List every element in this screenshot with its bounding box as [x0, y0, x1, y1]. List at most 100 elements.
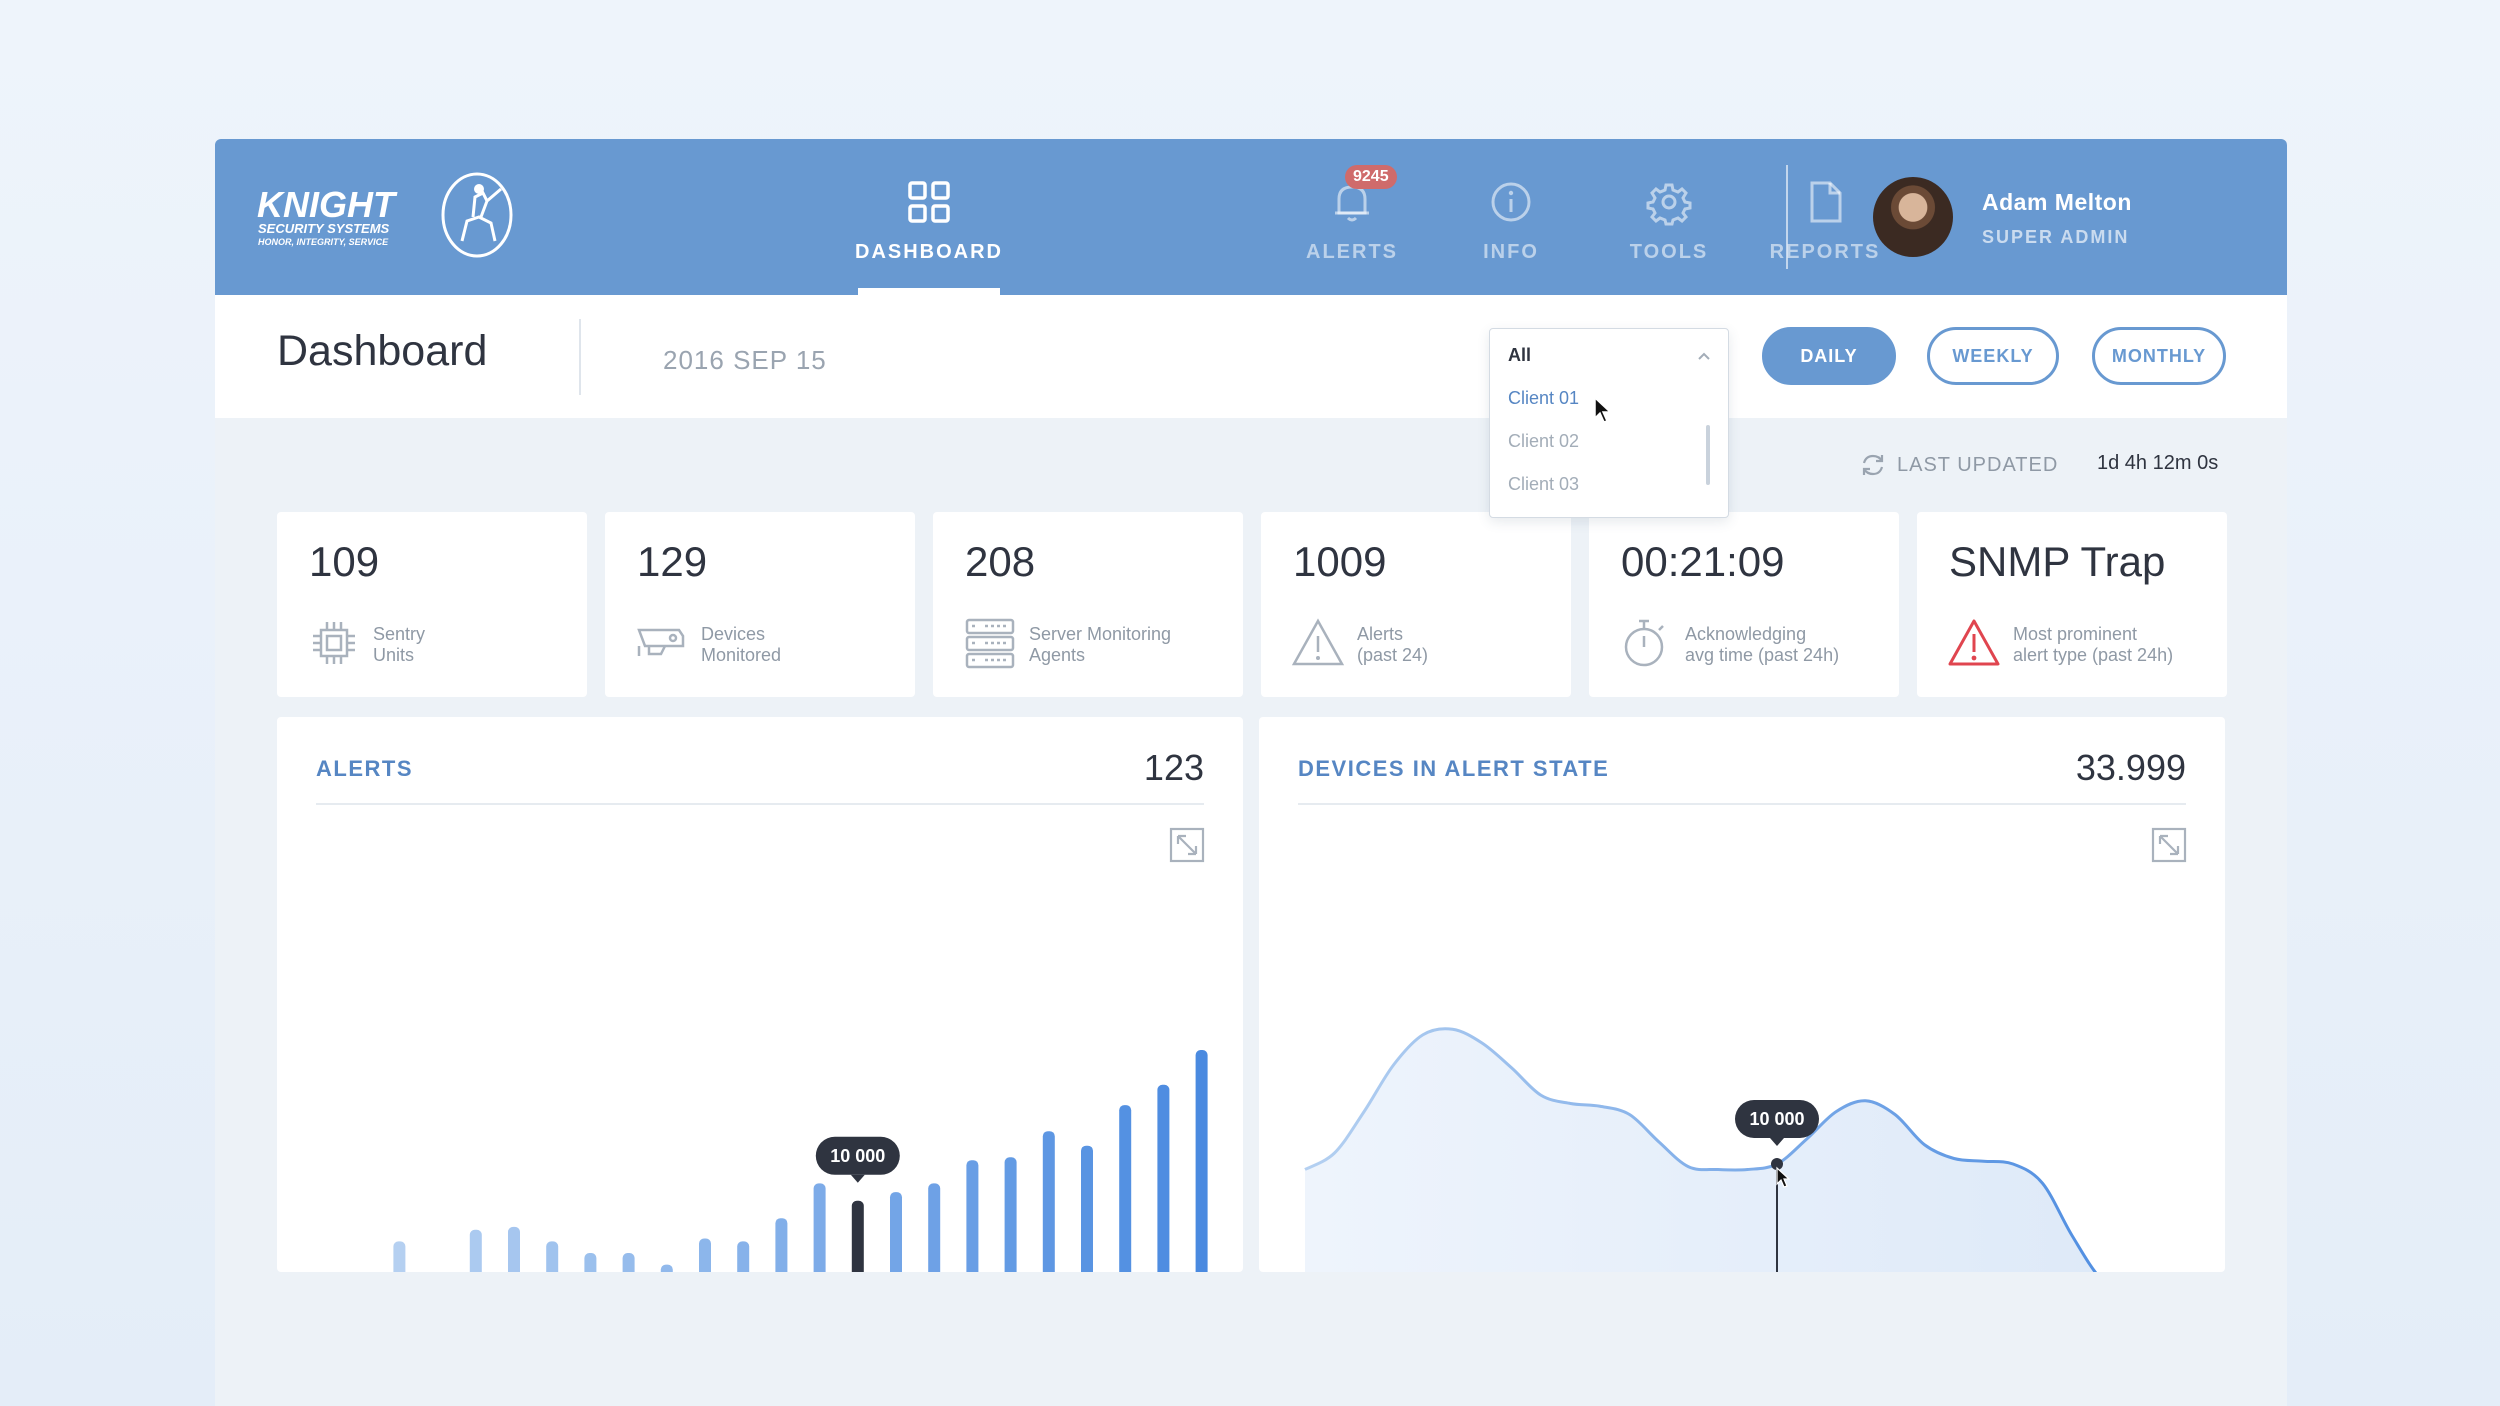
- stat-value: 109: [309, 538, 380, 585]
- chevron-up-icon[interactable]: [1696, 349, 1712, 363]
- panel-divider: [316, 803, 1204, 805]
- alerts-bar-chart[interactable]: 010203040506070809101112PM01020310 00004…: [277, 717, 1243, 1272]
- alert-bar: [1081, 1145, 1093, 1272]
- knight-logo[interactable]: KNIGHT SECURITY SYSTEMS HONOR, INTEGRITY…: [257, 171, 517, 261]
- alert-bar: [813, 1183, 826, 1272]
- client-option-02[interactable]: Client 02: [1508, 431, 1580, 451]
- nav-info-label: INFO: [1483, 241, 1539, 263]
- tooltip-bubble: [1735, 1100, 1819, 1138]
- nav-info[interactable]: INFO: [1461, 139, 1561, 295]
- nav-dashboard[interactable]: DASHBOARD: [855, 139, 1003, 295]
- nav-reports-label: REPORTS: [1769, 241, 1881, 263]
- page-date: 2016 SEP 15: [663, 345, 827, 375]
- alert-bar: [660, 1264, 673, 1272]
- refresh-icon[interactable]: [1857, 449, 1889, 481]
- nav-divider: [1786, 165, 1788, 269]
- alert-bar: [1195, 1050, 1208, 1272]
- warning-icon: [1291, 616, 1345, 670]
- logo-tagline-text: HONOR, INTEGRITY, SERVICE: [258, 237, 389, 247]
- alert-bar: [622, 1253, 635, 1272]
- gear-icon: [1644, 177, 1694, 227]
- highlight-point: [1771, 1158, 1783, 1170]
- alert-bar: [851, 1200, 864, 1272]
- client-dropdown-selected[interactable]: All: [1508, 345, 1532, 365]
- nav-alerts-label: ALERTS: [1306, 241, 1398, 263]
- client-option-01[interactable]: Client 01: [1508, 388, 1580, 408]
- page-title: Dashboard: [277, 327, 488, 375]
- stat-card-server-agents[interactable]: 208 Server Monitoring Agents: [933, 512, 1243, 697]
- last-updated-label: LAST UPDATED: [1897, 453, 2059, 476]
- mouse-cursor-icon: [1776, 1166, 1791, 1188]
- user-role: SUPER ADMIN: [1982, 227, 2130, 247]
- daily-button[interactable]: DAILY: [1762, 327, 1896, 385]
- client-option-03[interactable]: Client 03: [1508, 474, 1580, 494]
- active-tab-indicator: [858, 288, 1000, 295]
- stat-value: 129: [637, 538, 708, 585]
- logo-subtitle-text: SECURITY SYSTEMS: [258, 221, 390, 236]
- stat-label: Server Monitoring Agents: [1029, 624, 1172, 665]
- stat-card-ack-time[interactable]: 00:21:09 Acknowledging avg time (past 24h…: [1589, 512, 1899, 697]
- stat-card-alerts[interactable]: 1009 Alerts (past 24): [1261, 512, 1571, 697]
- nav-dashboard-label: DASHBOARD: [855, 241, 1003, 263]
- user-name[interactable]: Adam Melton: [1982, 189, 2132, 215]
- tooltip-value: 10 000: [1749, 1109, 1804, 1129]
- nav-reports[interactable]: REPORTS: [1765, 139, 1885, 295]
- alert-bar: [546, 1241, 559, 1272]
- alert-bar: [469, 1229, 482, 1272]
- tooltip-pointer: [1770, 1138, 1784, 1146]
- stat-card-alert-type[interactable]: SNMP Trap Most prominent alert type (past…: [1917, 512, 2227, 697]
- alert-bar: [584, 1253, 597, 1272]
- expand-icon[interactable]: [2151, 827, 2187, 863]
- top-navigation-bar: KNIGHT SECURITY SYSTEMS HONOR, INTEGRITY…: [215, 139, 2287, 295]
- stat-value: 208: [965, 538, 1036, 585]
- alert-red-icon: [1947, 616, 2001, 670]
- last-updated: LAST UPDATED: [1857, 449, 2058, 481]
- document-icon: [1800, 177, 1850, 227]
- alerts-chart-panel: ALERTS 123 010203040506070809101112PM010…: [277, 717, 1243, 1272]
- devices-chart-total: 33.999: [2075, 747, 2186, 788]
- grid-icon: [904, 177, 954, 227]
- alert-bar: [928, 1183, 941, 1272]
- nav-tools[interactable]: TOOLS: [1618, 139, 1720, 295]
- stopwatch-icon: [1619, 616, 1673, 670]
- devices-chart-panel: DEVICES IN ALERT STATE 33.999 10 0001234…: [1259, 717, 2225, 1272]
- alert-bar: [1157, 1084, 1170, 1272]
- last-updated-value: 1d 4h 12m 0s: [2097, 452, 2219, 474]
- client-dropdown[interactable]: All Client 01 Client 02 Client 03: [1489, 328, 1729, 518]
- alert-bar: [1042, 1131, 1055, 1272]
- tooltip-pointer: [850, 1174, 865, 1183]
- camera-icon: [635, 616, 689, 670]
- alert-bar: [508, 1226, 520, 1272]
- alert-bar: [393, 1241, 406, 1272]
- bell-icon: 9245: [1327, 165, 1397, 227]
- monthly-button[interactable]: MONTHLY: [2092, 327, 2226, 385]
- expand-icon[interactable]: [1169, 827, 1205, 863]
- alert-bar: [890, 1192, 902, 1272]
- alerts-count-badge: 9245: [1345, 165, 1397, 189]
- alert-bar: [1119, 1105, 1132, 1272]
- nav-tools-label: TOOLS: [1629, 241, 1709, 263]
- header-divider: [579, 319, 581, 395]
- info-icon: [1486, 177, 1536, 227]
- nav-alerts[interactable]: 9245 ALERTS: [1302, 139, 1402, 295]
- area-series-line: [1304, 1027, 2098, 1272]
- stat-label: Most prominent alert type (past 24h): [2013, 624, 2174, 665]
- chip-icon: [307, 616, 361, 670]
- alert-bar: [737, 1241, 750, 1272]
- stat-label: Acknowledging avg time (past 24h): [1685, 624, 1840, 665]
- stat-label: Alerts (past 24): [1357, 624, 1429, 665]
- stat-value: 00:21:09: [1621, 538, 1785, 585]
- server-icon: [963, 616, 1017, 670]
- devices-area-chart[interactable]: 10 0001234567891011121314151617181920212…: [1259, 717, 2225, 1272]
- area-fill: [1305, 1028, 2096, 1272]
- app-window: KNIGHT SECURITY SYSTEMS HONOR, INTEGRITY…: [215, 139, 2287, 1406]
- dropdown-scrollbar[interactable]: [1706, 425, 1710, 485]
- alert-bar: [1004, 1157, 1017, 1272]
- tooltip-value: 10 000: [830, 1146, 885, 1166]
- stat-card-devices-monitored[interactable]: 129 Devices Monitored: [605, 512, 915, 697]
- user-avatar[interactable]: [1873, 177, 1953, 257]
- stat-card-sentry-units[interactable]: 109 Sentry Units: [277, 512, 587, 697]
- weekly-button[interactable]: WEEKLY: [1927, 327, 2059, 385]
- devices-chart-title: DEVICES IN ALERT STATE: [1298, 756, 1610, 781]
- alert-bar: [775, 1218, 788, 1272]
